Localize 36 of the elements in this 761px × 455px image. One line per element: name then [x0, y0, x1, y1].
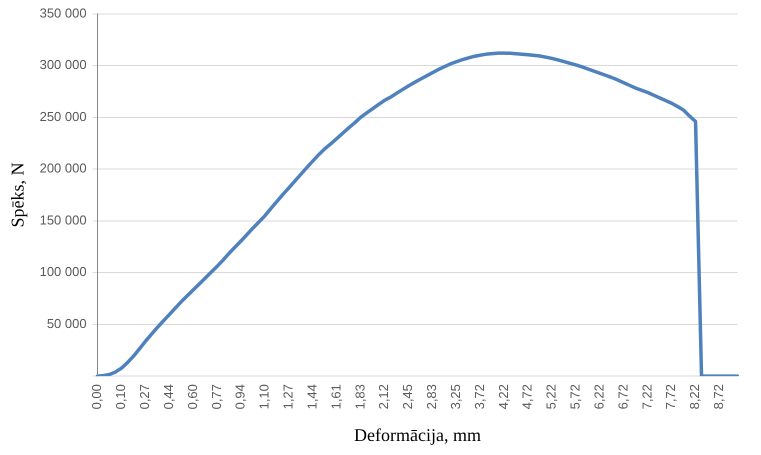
x-tick-label: 3,72 — [472, 384, 487, 410]
x-tick-label: 2,12 — [376, 384, 392, 410]
x-tick-label: 0,94 — [232, 384, 248, 410]
y-tick-label: 100 000 — [40, 264, 87, 280]
x-tick-label: 0,27 — [137, 384, 152, 410]
x-tick-label: 0,00 — [89, 384, 104, 410]
x-tick-label: 5,72 — [568, 384, 583, 410]
y-tick-label: 200 000 — [40, 160, 87, 176]
y-tick-label: 300 000 — [40, 57, 87, 72]
y-tick-label: 50 000 — [46, 316, 87, 331]
x-tick-label: 4,72 — [520, 384, 535, 410]
x-tick-label: 0,60 — [184, 384, 200, 410]
x-tick-label: 0,77 — [208, 384, 224, 410]
x-tick-label: 8,22 — [687, 384, 702, 410]
x-tick-label: 0,44 — [160, 384, 176, 410]
x-tick-label: 3,25 — [448, 384, 463, 410]
x-tick-label: 7,22 — [639, 384, 654, 410]
x-tick-label: 4,22 — [496, 384, 511, 410]
y-tick-label: 250 000 — [40, 108, 87, 124]
x-tick-label: 8,72 — [711, 384, 726, 410]
y-tick-label: 350 000 — [40, 5, 87, 20]
x-tick-label: 5,22 — [544, 384, 559, 410]
y-axis-title: Spēks, N — [8, 162, 28, 228]
x-axis-title: Deformācija, mm — [354, 424, 481, 445]
x-tick-label: 2,45 — [400, 384, 416, 410]
x-tick-label: 0,10 — [113, 384, 128, 410]
x-tick-label: 1,44 — [304, 384, 320, 410]
x-tick-label: 1,10 — [256, 384, 272, 410]
x-tick-label: 6,72 — [615, 384, 630, 410]
x-tick-label: 7,72 — [663, 384, 678, 410]
x-tick-label: 1,27 — [280, 384, 296, 410]
y-tick-label: 150 000 — [40, 212, 87, 228]
x-tick-label: 1,83 — [352, 384, 368, 410]
x-tick-label: 6,22 — [591, 384, 606, 410]
x-tick-label: 1,61 — [328, 384, 344, 410]
x-tick-label: 2,83 — [424, 384, 440, 410]
